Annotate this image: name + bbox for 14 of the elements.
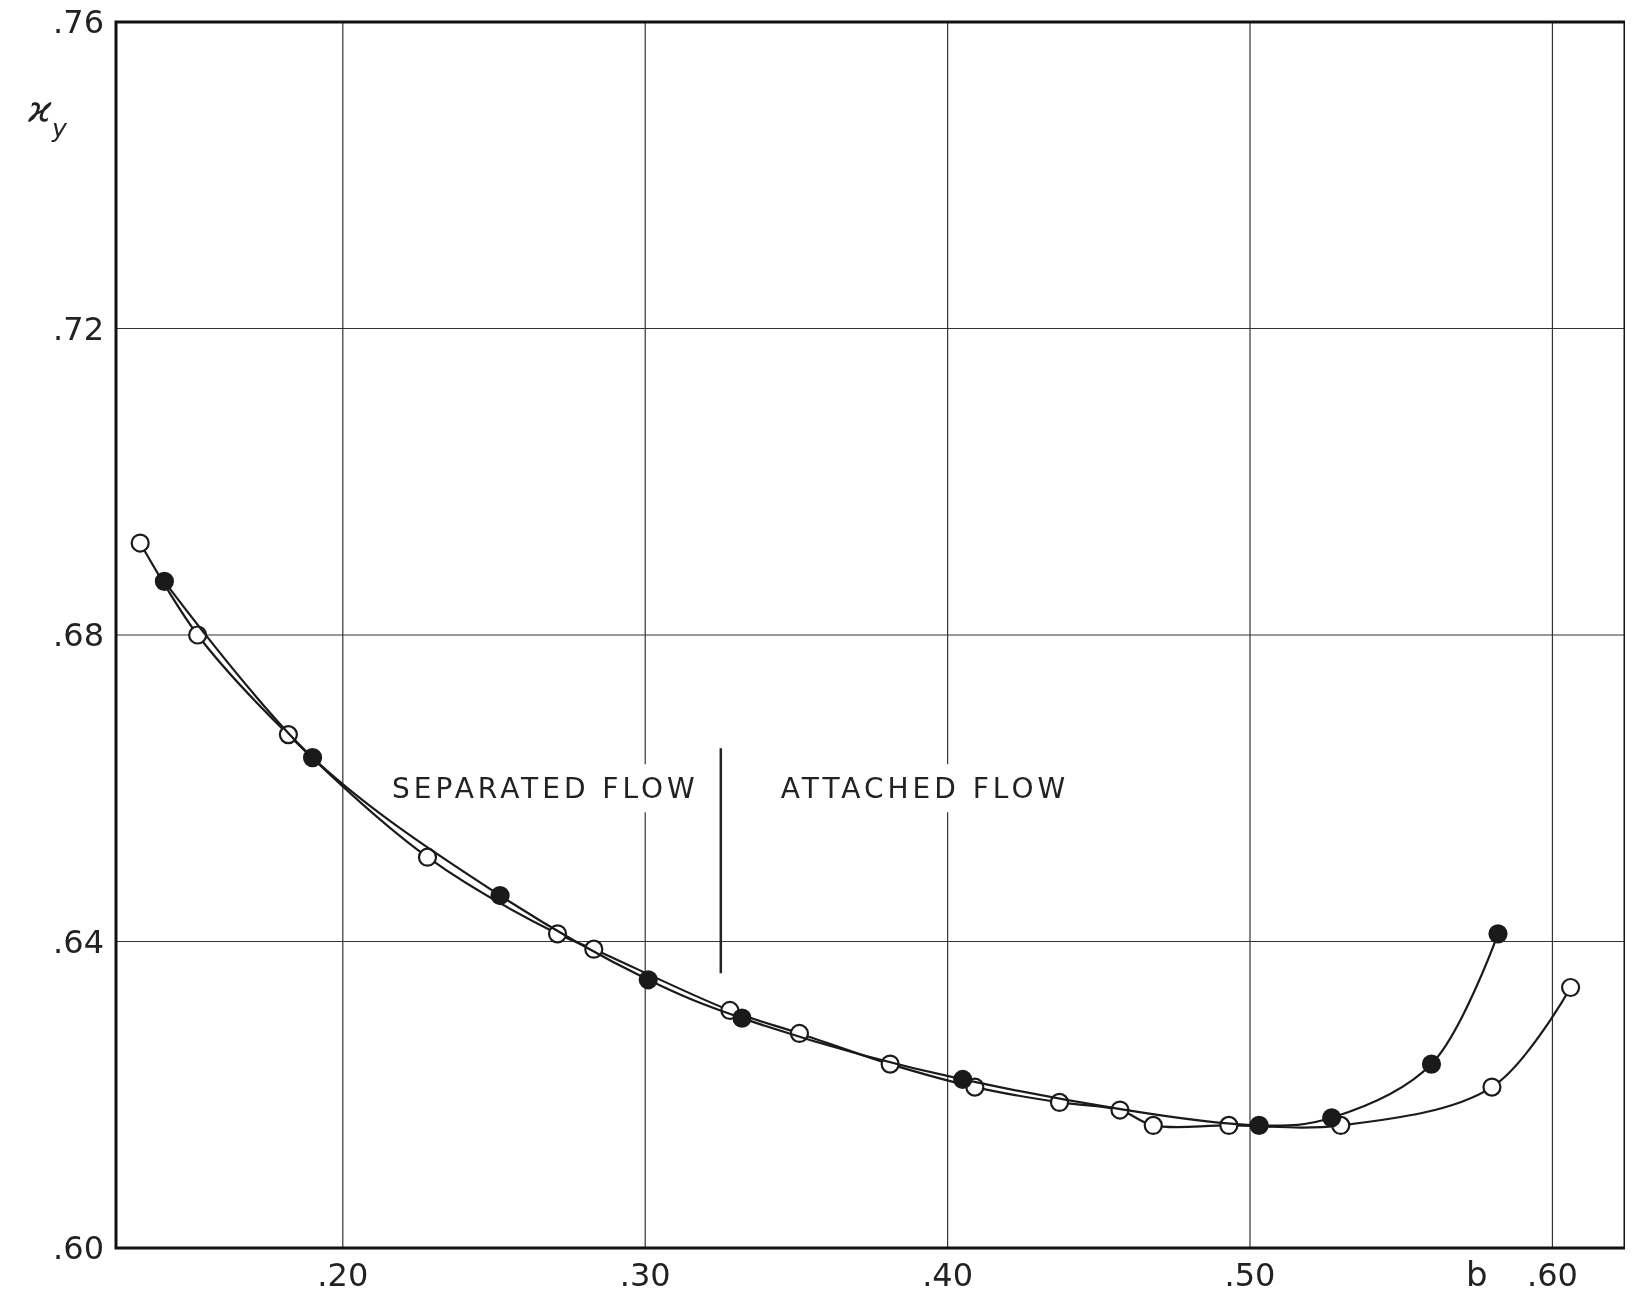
x-tick-label: .20 bbox=[317, 1256, 369, 1294]
y-tick-label: .72 bbox=[53, 309, 104, 348]
x-tick-label: .50 bbox=[1224, 1256, 1276, 1294]
annotation: ATTACHED FLOW bbox=[780, 772, 1070, 806]
y-tick-label: .60 bbox=[53, 1229, 104, 1268]
y-tick-label: .64 bbox=[53, 922, 104, 961]
y-tick-label: .76 bbox=[53, 3, 104, 42]
x-axis-title: b bbox=[1466, 1254, 1488, 1294]
x-tick-label: .60 bbox=[1526, 1256, 1578, 1294]
annotation: SEPARATED FLOW bbox=[392, 772, 699, 806]
y-axis-title: ϰ$_{y}$ bbox=[27, 89, 68, 143]
x-tick-label: .30 bbox=[619, 1256, 671, 1294]
y-tick-label: .68 bbox=[53, 616, 104, 655]
x-tick-label: .40 bbox=[922, 1256, 974, 1294]
